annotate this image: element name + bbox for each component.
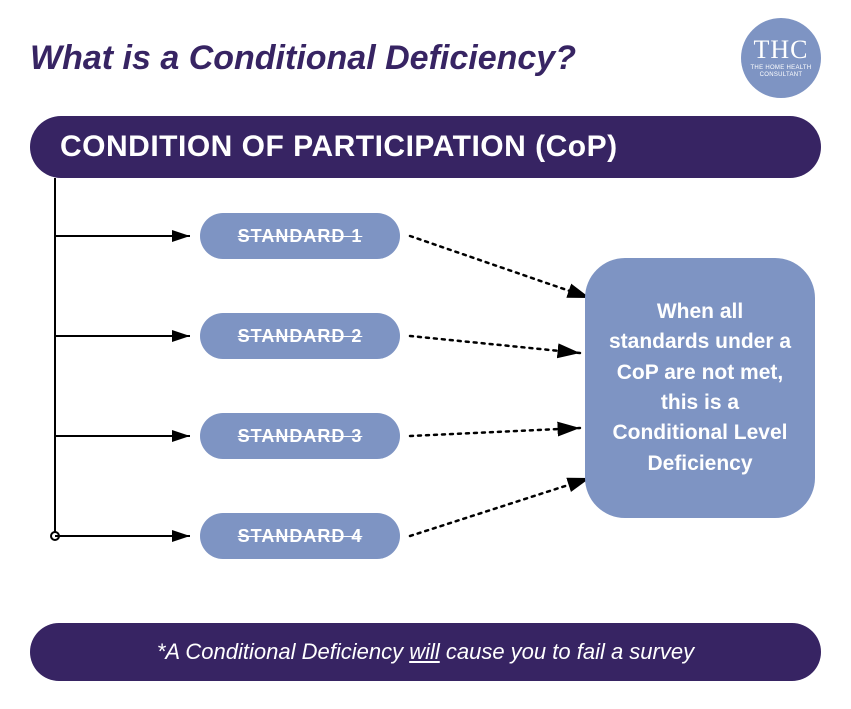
result-box: When all standards under a CoP are not m… <box>585 258 815 518</box>
logo-main-text: THC <box>754 37 809 63</box>
standard-pill-3: STANDARD 3 <box>200 413 400 459</box>
diagram-area: STANDARD 1 STANDARD 2 STANDARD 3 STANDARD 4… <box>30 178 821 608</box>
standard-pill-2: STANDARD 2 <box>200 313 400 359</box>
footer-underline: will <box>409 639 440 664</box>
footer-suffix: cause you to fail a survey <box>440 639 694 664</box>
brand-logo: THC THE HOME HEALTH CONSULTANT <box>741 18 821 98</box>
standard-pill-4: STANDARD 4 <box>200 513 400 559</box>
footer-banner: *A Conditional Deficiency will cause you… <box>30 623 821 681</box>
page-title: What is a Conditional Deficiency? <box>30 39 576 78</box>
footer-prefix: *A Conditional Deficiency <box>157 639 409 664</box>
cop-banner: CONDITION OF PARTICIPATION (CoP) <box>30 116 821 178</box>
logo-sub-text: THE HOME HEALTH CONSULTANT <box>741 65 821 78</box>
header-row: What is a Conditional Deficiency? THC TH… <box>0 0 851 108</box>
standard-pill-1: STANDARD 1 <box>200 213 400 259</box>
